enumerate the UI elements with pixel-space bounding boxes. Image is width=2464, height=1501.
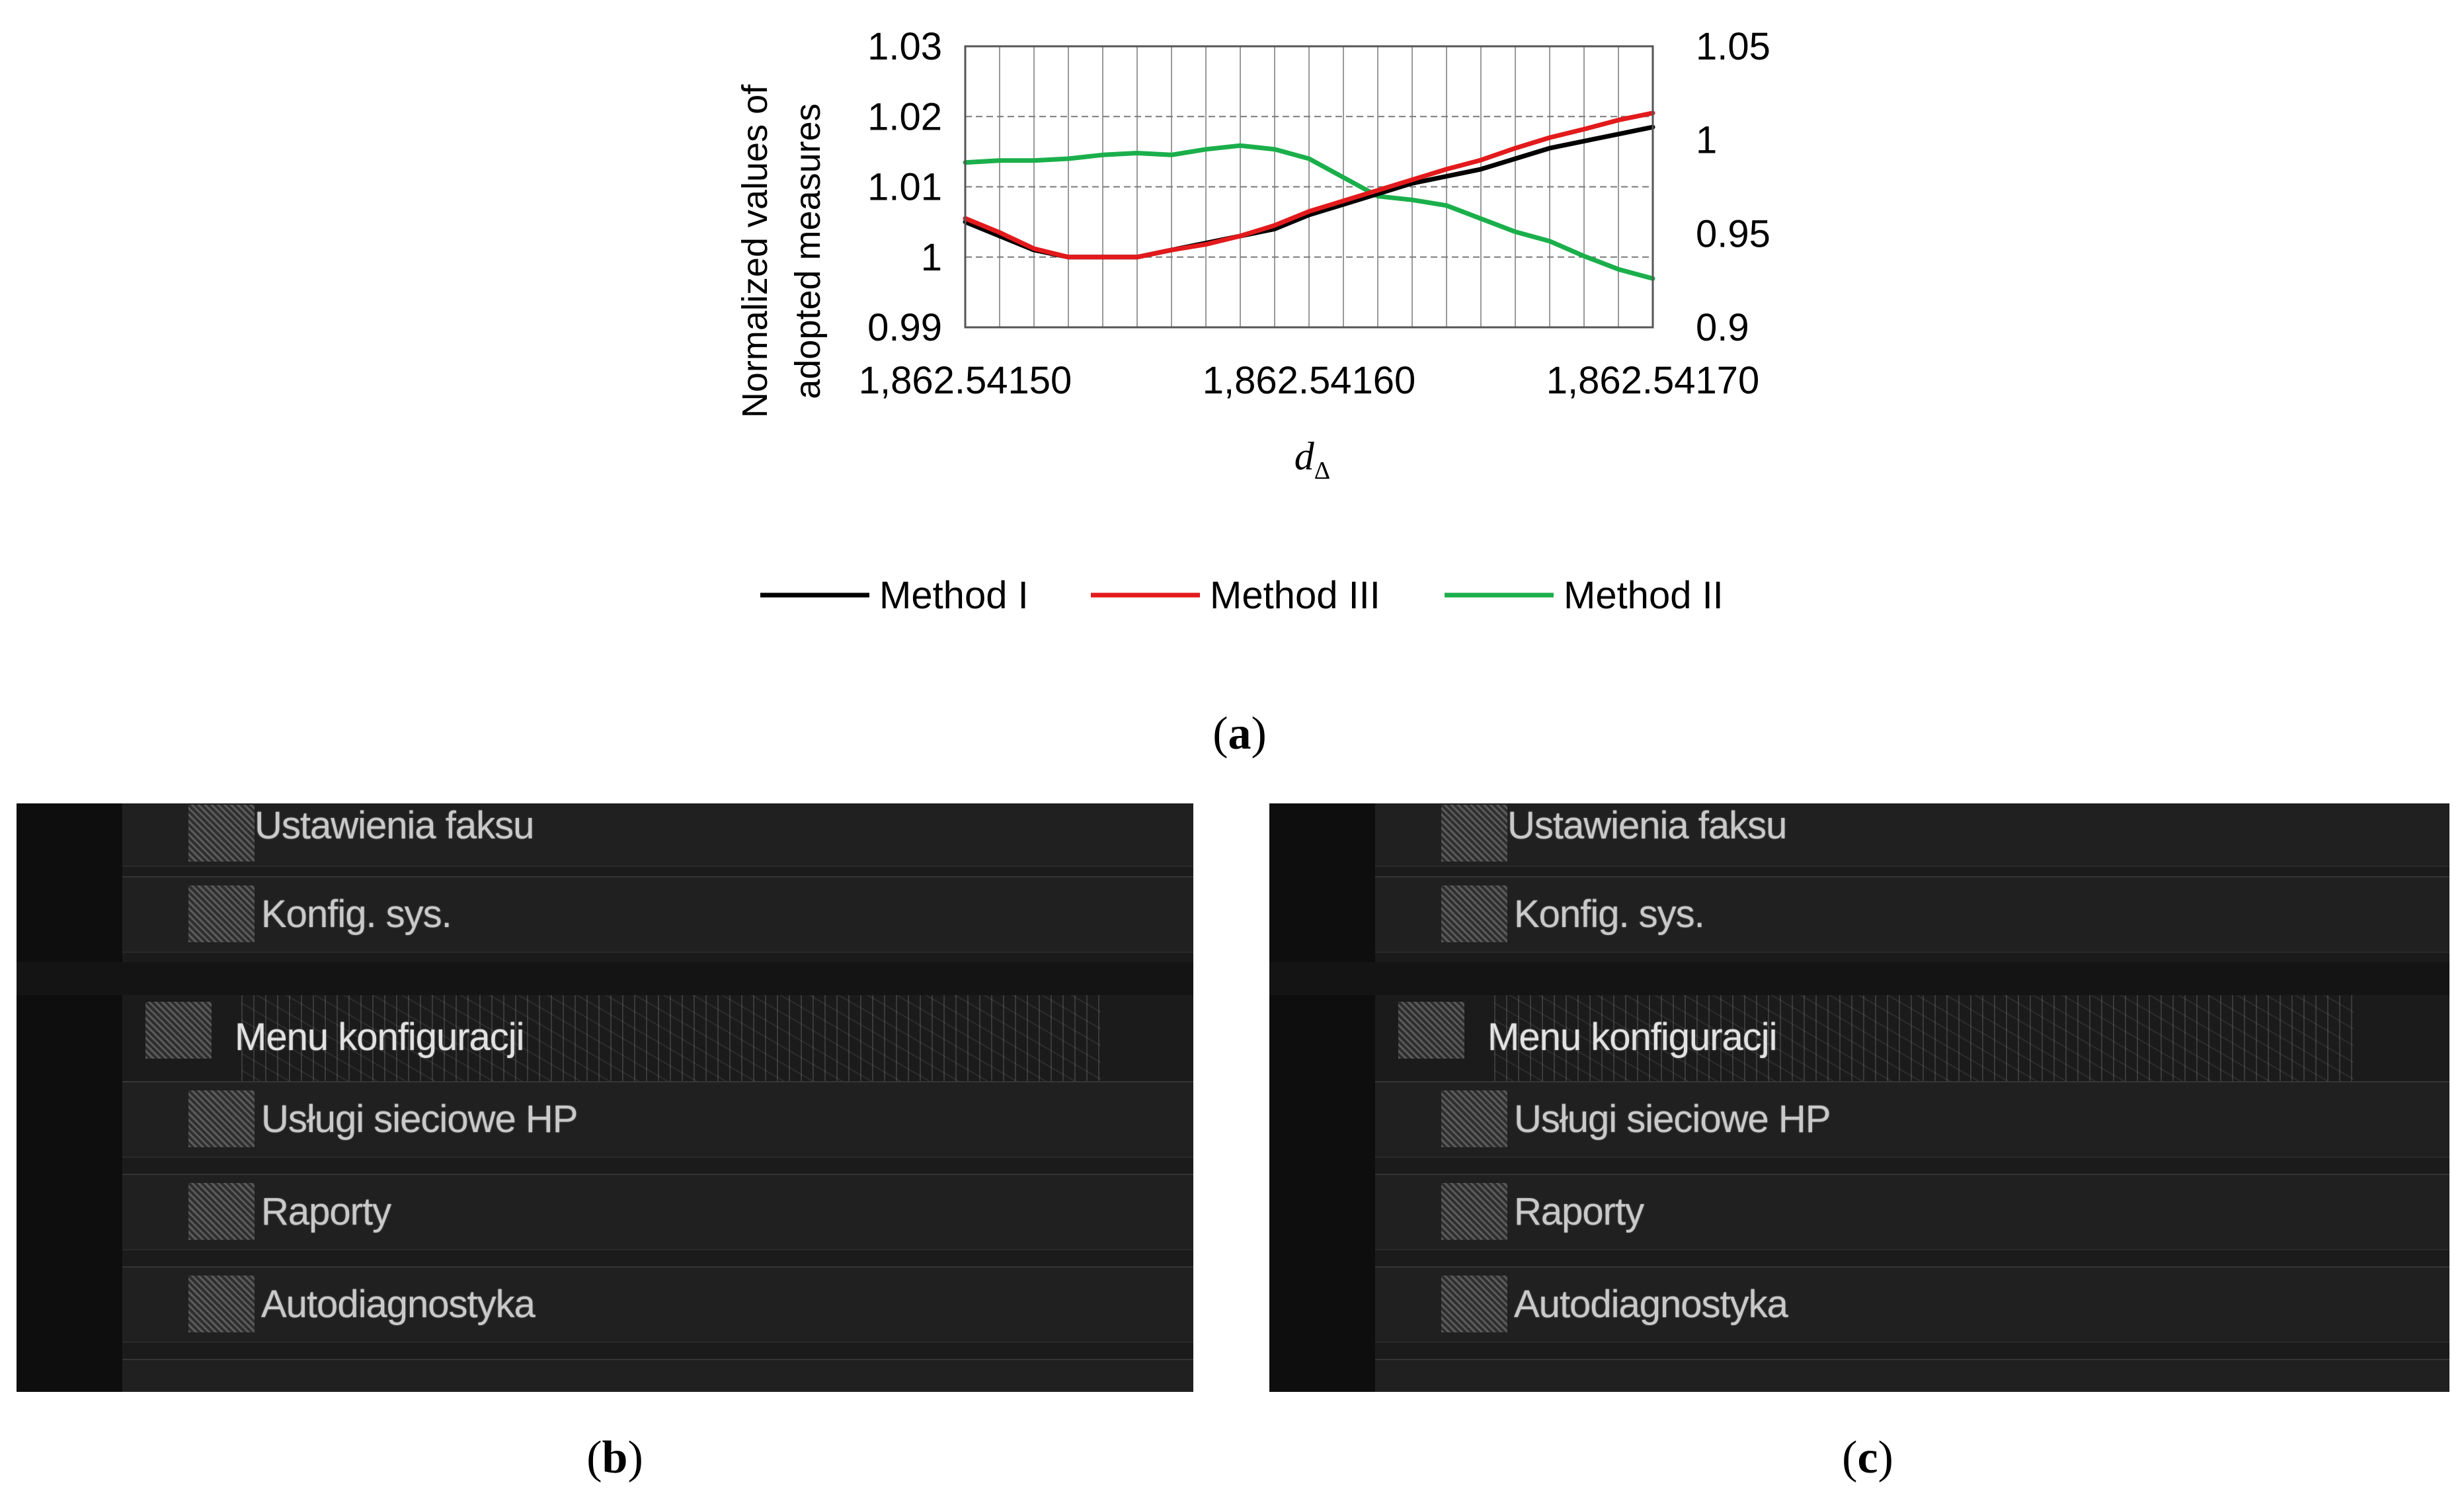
panel-b-row-4[interactable]: Raporty <box>122 1174 1193 1250</box>
plot-area-border <box>964 45 1654 329</box>
fax-icon <box>1441 805 1507 862</box>
panel-b-item-5: Autodiagnostyka <box>261 1283 536 1326</box>
caption-c-letter: c <box>1857 1432 1878 1483</box>
panel-b-row-2[interactable]: Konfig. sys. <box>122 876 1193 953</box>
panel-b-rail <box>17 803 122 1392</box>
caption-b-letter: b <box>602 1432 628 1483</box>
panel-c-row-2[interactable]: Konfig. sys. <box>1375 876 2449 953</box>
panel-b-item-2: Konfig. sys. <box>261 893 452 936</box>
network-services-icon <box>188 1090 255 1147</box>
y-left-tick-label: 1.02 <box>867 95 942 138</box>
chart-a: 1.03 1.02 1.01 1 0.99 1.05 1 0.95 0.9 1,862.54150… <box>735 25 1770 617</box>
panel-c-item-1: Ustawienia faksu <box>1507 804 1787 847</box>
chart-axes <box>964 45 1654 329</box>
y-axis-label-line-2: adopted measures <box>788 103 828 399</box>
panel-c-item-2: Konfig. sys. <box>1514 893 1705 936</box>
chart-series <box>963 110 1655 281</box>
x-tick-label: 1,862.54150 <box>859 359 1072 402</box>
x-tick-label: 1,862.54160 <box>1203 359 1416 402</box>
x-tick-label: 1,862.54170 <box>1546 359 1760 402</box>
y-left-tick-label: 1 <box>921 236 942 279</box>
panel-b-row-5[interactable]: Autodiagnostyka <box>122 1266 1193 1343</box>
caption-c: (c) <box>1842 1432 1893 1483</box>
y-right-tick-label: 1.05 <box>1696 25 1770 68</box>
system-config-icon <box>188 885 255 942</box>
legend-label-method-i: Method I <box>879 574 1029 617</box>
y-axis-label: Normalized values of adopted measures <box>735 84 828 418</box>
panel-b-item-1: Ustawienia faksu <box>255 804 534 847</box>
diagnostics-icon <box>1441 1276 1507 1332</box>
legend-label-method-ii: Method II <box>1564 574 1724 617</box>
panel-b: Ustawienia faksu Konfig. sys. Menu konfi… <box>17 803 1193 1392</box>
wrench-icon <box>1398 1002 1464 1059</box>
panel-c-separator <box>1269 962 2449 995</box>
caption-a: (a) <box>1212 708 1267 759</box>
panel-b-row-3[interactable]: Usługi sieciowe HP <box>122 1081 1193 1158</box>
y-left-tick-label: 1.01 <box>867 166 942 209</box>
panel-c-header-graphic <box>1494 995 2354 1088</box>
y-right-tick-label: 1 <box>1696 119 1717 162</box>
panel-c-row-1[interactable]: Ustawienia faksu <box>1375 803 2449 867</box>
legend-label-method-iii: Method III <box>1210 574 1380 617</box>
panel-c-row-5[interactable]: Autodiagnostyka <box>1375 1266 2449 1343</box>
panel-c-rail <box>1269 803 1375 1392</box>
panel-b-header-graphic <box>241 995 1101 1088</box>
panel-b-row-6[interactable] <box>122 1359 1193 1392</box>
chart-ticks: 1.03 1.02 1.01 1 0.99 1.05 1 0.95 0.9 1,862.54150… <box>859 25 1770 402</box>
panel-c-item-4: Raporty <box>1514 1190 1644 1233</box>
chart-legend: Method I Method III Method II <box>760 574 1724 617</box>
panel-c-row-4[interactable]: Raporty <box>1375 1174 2449 1250</box>
panel-c-row-3[interactable]: Usługi sieciowe HP <box>1375 1081 2449 1158</box>
panel-c-item-3: Usługi sieciowe HP <box>1514 1098 1831 1141</box>
diagnostics-icon <box>188 1276 255 1332</box>
x-axis-label-d: d <box>1294 434 1315 478</box>
y-left-tick-label: 1.03 <box>867 25 942 68</box>
panel-c-row-6[interactable] <box>1375 1359 2449 1392</box>
panel-b-separator <box>17 962 1193 995</box>
fax-icon <box>188 805 255 862</box>
x-axis-label-subscript: Δ <box>1314 457 1330 485</box>
panel-c-header: Menu konfiguracji <box>1488 1016 1778 1059</box>
panel-b-item-3: Usługi sieciowe HP <box>261 1098 578 1141</box>
chart-grid <box>965 46 1653 327</box>
panel-b-item-4: Raporty <box>261 1190 391 1233</box>
wrench-icon <box>145 1002 212 1059</box>
caption-a-letter: a <box>1228 708 1252 759</box>
reports-icon <box>188 1183 255 1240</box>
y-axis-label-line-1: Normalized values of <box>735 84 775 418</box>
series-line-method-iii <box>963 110 1655 260</box>
panel-c: Ustawienia faksu Konfig. sys. Menu konfi… <box>1269 803 2449 1392</box>
x-axis-label: dΔ <box>1294 434 1330 485</box>
network-services-icon <box>1441 1090 1507 1147</box>
y-right-tick-label: 0.95 <box>1696 212 1770 255</box>
caption-b: (b) <box>586 1432 643 1483</box>
reports-icon <box>1441 1183 1507 1240</box>
y-right-tick-label: 0.9 <box>1696 306 1749 349</box>
panel-b-header: Menu konfiguracji <box>235 1016 525 1059</box>
panel-b-row-1[interactable]: Ustawienia faksu <box>122 803 1193 867</box>
panel-c-item-5: Autodiagnostyka <box>1514 1283 1788 1326</box>
y-left-tick-label: 0.99 <box>867 306 942 349</box>
series-line-method-ii <box>963 143 1655 281</box>
system-config-icon <box>1441 885 1507 942</box>
